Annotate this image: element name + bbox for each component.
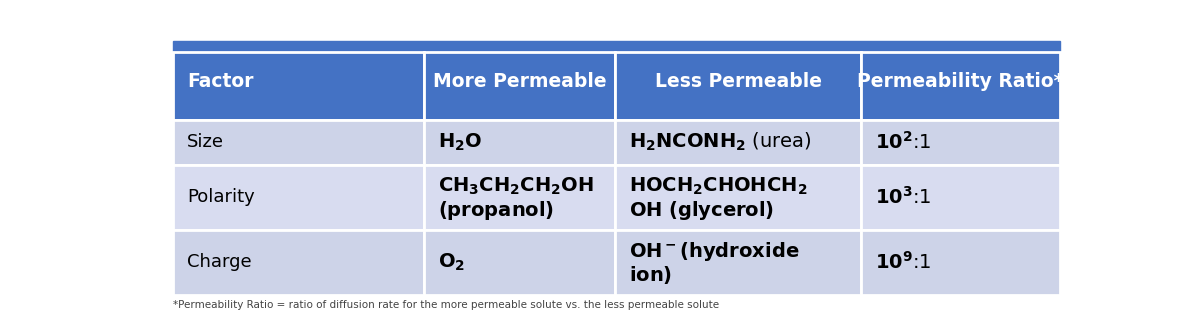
Text: Charge: Charge [187,253,252,271]
Text: $\mathbf{(propanol)}$: $\mathbf{(propanol)}$ [438,199,554,221]
Bar [173,120,425,165]
Text: $\mathbf{10^9}$:1: $\mathbf{10^9}$:1 [876,251,932,273]
Text: More Permeable: More Permeable [433,71,606,91]
Text: $\mathbf{O_2}$: $\mathbf{O_2}$ [438,252,466,273]
Text: Size: Size [187,133,224,151]
Bar [425,53,616,120]
Text: $\mathbf{10^2}$:1: $\mathbf{10^2}$:1 [876,131,932,153]
Text: $\mathbf{ion)}$: $\mathbf{ion)}$ [629,264,672,286]
Text: Factor: Factor [187,71,253,91]
Bar [425,230,616,295]
Bar [862,53,1060,120]
Bar [616,120,862,165]
Bar [616,53,862,120]
Text: $\mathbf{CH_3CH_2CH_2OH}$: $\mathbf{CH_3CH_2CH_2OH}$ [438,175,594,197]
Bar [425,120,616,165]
Bar [616,165,862,230]
Text: $\mathbf{H_2O}$: $\mathbf{H_2O}$ [438,132,482,153]
Bar [862,230,1060,295]
Text: $\mathbf{HOCH_2CHOHCH_2}$: $\mathbf{HOCH_2CHOHCH_2}$ [629,175,808,197]
Text: $\mathbf{H_2NCONH_2}$ (urea): $\mathbf{H_2NCONH_2}$ (urea) [629,131,811,154]
Text: $\mathbf{OH^-(hydroxide}$: $\mathbf{OH^-(hydroxide}$ [629,240,799,262]
Bar [173,165,425,230]
Text: Permeability Ratio*: Permeability Ratio* [857,71,1063,91]
Text: Less Permeable: Less Permeable [655,71,822,91]
Text: *Permeability Ratio = ratio of diffusion rate for the more permeable solute vs. : *Permeability Ratio = ratio of diffusion… [173,300,719,310]
Bar [173,41,1060,51]
Text: Polarity: Polarity [187,188,254,206]
Bar [616,230,862,295]
Text: $\mathbf{OH\ (glycerol)}$: $\mathbf{OH\ (glycerol)}$ [629,199,774,221]
Bar [173,230,425,295]
Bar [862,120,1060,165]
Text: $\mathbf{10^3}$:1: $\mathbf{10^3}$:1 [876,186,932,208]
Bar [173,53,425,120]
Bar [862,165,1060,230]
Bar [425,165,616,230]
